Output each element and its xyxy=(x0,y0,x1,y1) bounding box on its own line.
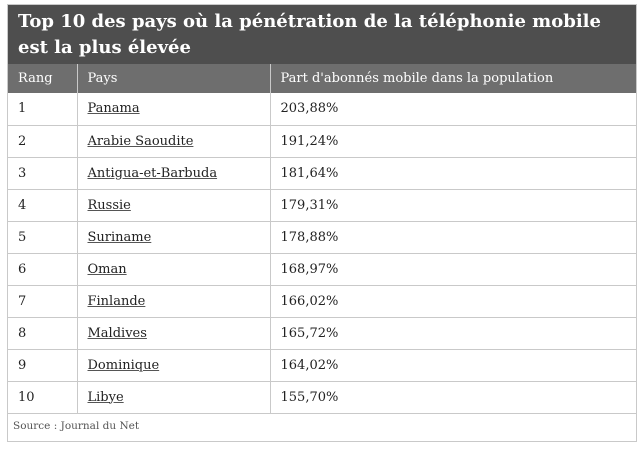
rank-cell: 5 xyxy=(8,221,78,254)
header-rank: Rang xyxy=(8,64,78,93)
table-row: 7 Finlande 166,02% xyxy=(8,285,636,318)
table-row: 9 Dominique 164,02% xyxy=(8,349,636,382)
rank-cell: 7 xyxy=(8,285,78,318)
share-cell: 181,64% xyxy=(270,157,636,190)
share-cell: 178,88% xyxy=(270,221,636,254)
country-link[interactable]: Oman xyxy=(87,261,127,277)
country-cell: Oman xyxy=(77,253,271,286)
country-cell: Antigua-et-Barbuda xyxy=(77,157,271,190)
header-row: Rang Pays Part d'abonnés mobile dans la … xyxy=(8,64,636,93)
rank-cell: 2 xyxy=(8,125,78,158)
table-row: 6 Oman 168,97% xyxy=(8,253,636,286)
table-row: 1 Panama 203,88% xyxy=(8,93,636,126)
rank-cell: 8 xyxy=(8,317,78,350)
rank-cell: 4 xyxy=(8,189,78,222)
ranking-table-container: Top 10 des pays où la pénétration de la … xyxy=(7,4,637,442)
table-row: 4 Russie 179,31% xyxy=(8,189,636,222)
country-link[interactable]: Panama xyxy=(87,101,140,117)
rank-cell: 9 xyxy=(8,349,78,382)
country-link[interactable]: Maldives xyxy=(87,325,147,341)
share-cell: 191,24% xyxy=(270,125,636,158)
table-row: 8 Maldives 165,72% xyxy=(8,317,636,350)
source-note: Source : Journal du Net xyxy=(13,419,140,432)
table-title: Top 10 des pays où la pénétration de la … xyxy=(8,5,636,64)
share-cell: 203,88% xyxy=(270,93,636,126)
country-cell: Arabie Saoudite xyxy=(77,125,271,158)
table-row: 2 Arabie Saoudite 191,24% xyxy=(8,125,636,158)
rank-cell: 6 xyxy=(8,253,78,286)
country-cell: Russie xyxy=(77,189,271,222)
rank-cell: 1 xyxy=(8,93,78,126)
country-cell: Suriname xyxy=(77,221,271,254)
table-row: 3 Antigua-et-Barbuda 181,64% xyxy=(8,157,636,190)
country-cell: Panama xyxy=(77,93,271,126)
ranking-table: Rang Pays Part d'abonnés mobile dans la … xyxy=(8,64,636,414)
country-link[interactable]: Antigua-et-Barbuda xyxy=(87,165,218,181)
country-cell: Dominique xyxy=(77,349,271,382)
share-cell: 168,97% xyxy=(270,253,636,286)
country-link[interactable]: Finlande xyxy=(87,293,146,309)
header-share: Part d'abonnés mobile dans la population xyxy=(270,64,636,93)
share-cell: 166,02% xyxy=(270,285,636,318)
share-cell: 155,70% xyxy=(270,381,636,414)
share-cell: 165,72% xyxy=(270,317,636,350)
header-country: Pays xyxy=(77,64,271,93)
rank-cell: 3 xyxy=(8,157,78,190)
share-cell: 164,02% xyxy=(270,349,636,382)
share-cell: 179,31% xyxy=(270,189,636,222)
country-cell: Libye xyxy=(77,381,271,414)
country-link[interactable]: Russie xyxy=(87,197,131,213)
country-link[interactable]: Dominique xyxy=(87,357,160,373)
country-link[interactable]: Arabie Saoudite xyxy=(87,133,194,149)
country-cell: Finlande xyxy=(77,285,271,318)
country-link[interactable]: Libye xyxy=(87,389,124,405)
country-link[interactable]: Suriname xyxy=(87,229,152,245)
table-row: 10 Libye 155,70% xyxy=(8,381,636,414)
rank-cell: 10 xyxy=(8,381,78,414)
country-cell: Maldives xyxy=(77,317,271,350)
table-row: 5 Suriname 178,88% xyxy=(8,221,636,254)
